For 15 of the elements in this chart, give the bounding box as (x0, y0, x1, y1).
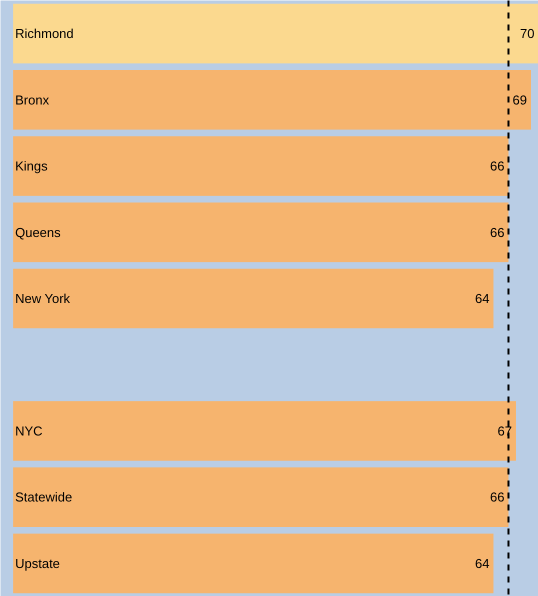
y-tick-label: NYC (15, 423, 43, 438)
y-tick-label: Statewide (15, 490, 72, 505)
y-tick-label: Bronx (15, 92, 50, 108)
data-label: 70 (520, 26, 535, 42)
data-label: 69 (512, 92, 528, 108)
data-label: 64 (475, 291, 490, 306)
data-label: 64 (475, 556, 490, 571)
y-tick-label: Queens (15, 224, 62, 240)
y-tick-label: New York (15, 291, 71, 306)
y-tick-label: Kings (15, 158, 48, 174)
data-label: 66 (490, 224, 504, 240)
y-tick-label: Upstate (15, 556, 60, 571)
data-label: 66 (490, 158, 504, 174)
y-tick-label: Richmond (15, 26, 74, 42)
data-label: 66 (490, 490, 504, 505)
